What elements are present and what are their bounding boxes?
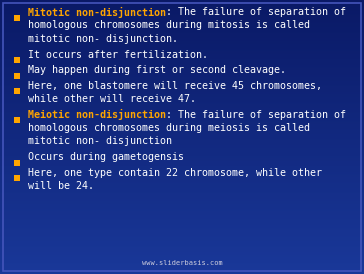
Text: Here, one type contain 22 chromosome, while other: Here, one type contain 22 chromosome, wh… <box>28 167 322 178</box>
Text: Meiotic non-disjunction: Meiotic non-disjunction <box>28 109 166 120</box>
Bar <box>14 175 20 181</box>
Text: Here, one blastomere will receive 45 chromosomes,: Here, one blastomere will receive 45 chr… <box>28 81 322 90</box>
Text: : The failure of separation of: : The failure of separation of <box>166 7 346 17</box>
Bar <box>14 15 20 21</box>
Text: homologous chromosomes during meiosis is called: homologous chromosomes during meiosis is… <box>28 123 310 133</box>
Text: homologous chromosomes during mitosis is called: homologous chromosomes during mitosis is… <box>28 21 310 30</box>
Text: mitotic non- disjunction: mitotic non- disjunction <box>28 136 172 147</box>
Text: mitotic non- disjunction.: mitotic non- disjunction. <box>28 34 178 44</box>
Text: : The failure of separation of: : The failure of separation of <box>166 110 346 119</box>
Text: May happen during first or second cleavage.: May happen during first or second cleava… <box>28 65 286 75</box>
Bar <box>14 57 20 63</box>
Text: Occurs during gametogensis: Occurs during gametogensis <box>28 152 184 162</box>
Bar <box>14 73 20 78</box>
Text: Mitotic non-disjunction: Mitotic non-disjunction <box>28 7 166 18</box>
Text: while other will receive 47.: while other will receive 47. <box>28 94 196 104</box>
Bar <box>14 88 20 94</box>
Bar <box>14 159 20 165</box>
Text: will be 24.: will be 24. <box>28 181 94 191</box>
Text: www.sliderbasis.com: www.sliderbasis.com <box>142 260 222 266</box>
Text: It occurs after fertilization.: It occurs after fertilization. <box>28 50 208 59</box>
Bar <box>14 117 20 123</box>
